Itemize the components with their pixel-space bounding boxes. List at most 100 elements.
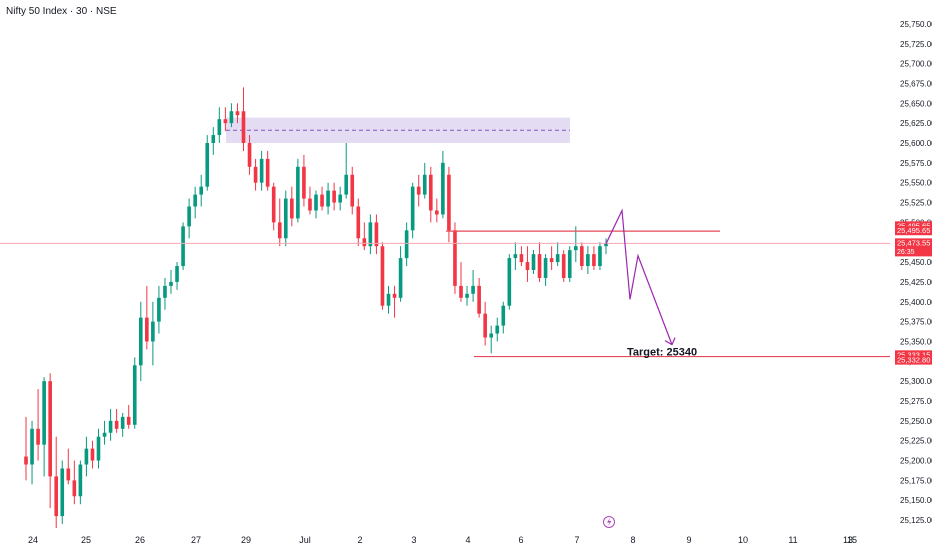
y-tick-label: 25,725.00 <box>900 40 932 49</box>
candle-body <box>169 281 173 286</box>
y-tick-label: 25,250.00 <box>900 417 932 426</box>
candle-body <box>271 186 276 223</box>
price-tag-label: 25,333.15 <box>897 350 930 359</box>
y-tick-label: 25,400.00 <box>900 298 932 307</box>
candle-body <box>580 246 584 267</box>
candle-body <box>447 174 451 231</box>
candle-body <box>247 143 252 167</box>
candle-body <box>138 317 143 366</box>
price-tag-countdown: 26:35 <box>897 249 915 256</box>
candle-body <box>422 174 427 195</box>
candle-body <box>277 222 282 239</box>
candle-body <box>163 285 167 298</box>
projection-path <box>605 208 673 345</box>
candle-body <box>296 166 300 219</box>
candle-body <box>441 162 445 215</box>
y-tick-label: 25,300.00 <box>900 377 932 386</box>
candle-body <box>205 143 210 187</box>
candle-body <box>392 293 397 298</box>
candle-body <box>483 313 487 338</box>
candle-body <box>416 186 421 195</box>
candle-body <box>350 174 355 207</box>
candle-body <box>471 285 475 294</box>
candle-body <box>78 464 83 497</box>
candle-body <box>356 206 361 239</box>
y-tick-label: 25,125.00 <box>900 516 932 525</box>
candle-body <box>157 297 161 322</box>
y-tick-label: 25,150.00 <box>900 496 932 505</box>
price-tag <box>895 355 932 365</box>
candle-body <box>211 135 216 143</box>
candle-body <box>199 186 204 195</box>
candle-body <box>398 258 403 298</box>
x-tick-label: 2 <box>357 535 362 545</box>
y-tick-label: 25,200.00 <box>900 457 932 466</box>
candle-body <box>302 166 306 199</box>
y-tick-label: 25,175.00 <box>900 476 932 485</box>
y-tick-label: 25,350.00 <box>900 337 932 346</box>
candle-body <box>598 246 602 267</box>
candle-body <box>404 230 409 259</box>
candle-body <box>54 476 59 517</box>
annotation-layer <box>226 117 570 143</box>
candle-body <box>573 246 578 251</box>
candle-body <box>326 190 330 207</box>
candle-body <box>477 285 481 314</box>
candle-body <box>84 448 89 465</box>
candle-body <box>332 190 336 203</box>
candle-body <box>235 111 240 116</box>
candle-body <box>36 428 40 445</box>
candle-body <box>525 262 530 271</box>
candle-body <box>374 222 379 247</box>
candle-body <box>435 210 439 215</box>
candle-body <box>489 333 494 338</box>
price-tag <box>895 226 932 236</box>
candle-body <box>175 266 179 282</box>
y-tick-label: 25,525.00 <box>900 199 932 208</box>
candle-body <box>501 305 506 326</box>
price-tag <box>895 238 932 257</box>
candle-body <box>495 325 500 334</box>
candle-body <box>314 194 318 211</box>
x-tick-label: 11 <box>788 535 797 545</box>
x-tick-label: Jul <box>299 535 311 545</box>
candle-body <box>60 468 65 517</box>
x-tick-label: 9 <box>686 535 691 545</box>
candle-body <box>114 420 119 429</box>
candle-body <box>42 381 46 445</box>
candle-body <box>586 254 590 267</box>
x-tick-label: 8 <box>630 535 635 545</box>
candle-body <box>320 194 324 207</box>
y-tick-label: 25,700.00 <box>900 60 932 69</box>
candle-body <box>126 416 131 425</box>
candle-body <box>537 254 542 278</box>
lightning-icon <box>603 516 615 528</box>
candle-body <box>513 254 518 259</box>
y-tick-label: 25,625.00 <box>900 119 932 128</box>
x-tick-label: 29 <box>241 535 251 545</box>
candle-body <box>253 166 258 183</box>
candle-body <box>290 198 294 219</box>
candle-body <box>265 158 270 187</box>
x-tick-label: 3 <box>411 535 416 545</box>
candle-body <box>567 250 572 278</box>
candle-body <box>543 258 548 278</box>
x-tick-label: 6 <box>518 535 523 545</box>
candle-body <box>120 416 125 429</box>
y-tick-label: 25,575.00 <box>900 159 932 168</box>
candle-body <box>223 119 228 124</box>
candle-body <box>368 222 373 247</box>
candle-body <box>519 254 524 263</box>
price-tag-label: 25,473.55 <box>897 238 930 247</box>
candle-body <box>187 206 191 227</box>
y-tick-label: 25,375.00 <box>900 318 932 327</box>
candles-layer <box>24 87 608 529</box>
x-tick-label: 25 <box>81 535 91 545</box>
x-tick-label: 24 <box>28 535 38 545</box>
price-tag-label: 25,332.80 <box>897 356 930 365</box>
price-tag <box>895 221 932 231</box>
candle-body <box>90 448 95 461</box>
